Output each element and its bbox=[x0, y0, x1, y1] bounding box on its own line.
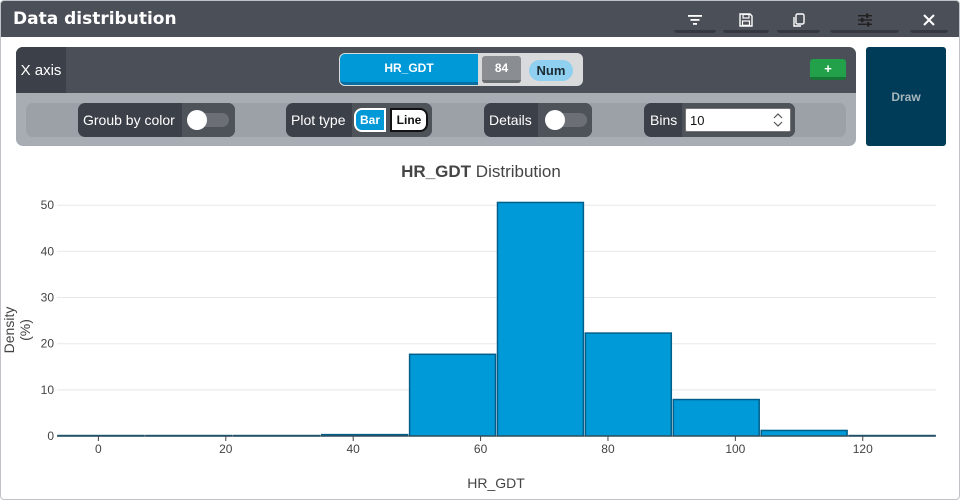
bins-label: Bins bbox=[650, 112, 678, 128]
filter-button[interactable] bbox=[674, 9, 716, 33]
y-tick-label: 30 bbox=[41, 291, 55, 305]
histogram-bar-5 bbox=[496, 201, 585, 437]
bins-spinner-icon[interactable] bbox=[770, 110, 786, 130]
x-tick-label: 100 bbox=[725, 442, 745, 456]
x-axis-row: X axis HR_GDT 84 Num + bbox=[16, 47, 856, 93]
save-button[interactable] bbox=[723, 9, 769, 33]
details-toggle[interactable] bbox=[545, 110, 587, 130]
variable-name[interactable]: HR_GDT bbox=[340, 54, 478, 85]
settings-button[interactable] bbox=[830, 9, 899, 33]
close-icon bbox=[923, 13, 935, 26]
x-tick-label: 80 bbox=[601, 442, 615, 456]
options-row: Groub by color Plot type Bar Line Detail… bbox=[26, 103, 846, 137]
filter-icon bbox=[688, 14, 702, 25]
histogram-chart: HR_GDT Distribution 0 10 20 30 40 50 0 20 40 60 80… bbox=[1, 151, 959, 499]
add-variable-button[interactable]: + bbox=[810, 59, 846, 80]
x-tick-label: 0 bbox=[95, 442, 102, 456]
histogram-bar-6 bbox=[584, 332, 673, 437]
bins-input[interactable] bbox=[685, 108, 791, 132]
chart-title-suffix: Distribution bbox=[471, 162, 561, 181]
x-tick-label: 40 bbox=[347, 442, 361, 456]
variable-type-badge: Num bbox=[529, 60, 573, 81]
bins-option: Bins bbox=[644, 103, 795, 137]
draw-button[interactable]: Draw bbox=[866, 47, 946, 146]
toggle-knob bbox=[545, 110, 565, 130]
plot-type-option: Plot type Bar Line bbox=[286, 103, 432, 137]
y-tick-label: 10 bbox=[41, 383, 55, 397]
window-title: Data distribution bbox=[13, 9, 177, 29]
x-tick-label: 120 bbox=[853, 442, 873, 456]
chart-title-variable: HR_GDT bbox=[401, 162, 472, 181]
title-bar: Data distribution bbox=[1, 1, 959, 37]
histogram-plot: 0 10 20 30 40 50 0 20 40 60 80 100 120 bbox=[41, 198, 936, 456]
histogram-bar-7 bbox=[672, 398, 760, 437]
copy-icon bbox=[792, 12, 805, 27]
plot-type-line-button[interactable]: Line bbox=[390, 108, 428, 132]
x-tick-label: 20 bbox=[219, 442, 233, 456]
x-tick-label: 60 bbox=[474, 442, 488, 456]
save-icon bbox=[739, 12, 753, 27]
group-by-color-toggle[interactable] bbox=[187, 110, 229, 130]
y-tick-label: 50 bbox=[41, 198, 55, 212]
y-tick-label: 20 bbox=[41, 337, 55, 351]
plot-type-label: Plot type bbox=[291, 112, 346, 128]
y-axis-label: Density (%) bbox=[1, 306, 33, 354]
variable-count-badge: 84 bbox=[482, 56, 521, 83]
sliders-icon bbox=[857, 13, 872, 26]
copy-button[interactable] bbox=[777, 9, 820, 33]
config-panel: X axis HR_GDT 84 Num + Groub by color Pl… bbox=[16, 47, 856, 146]
histogram-bar-4 bbox=[408, 353, 497, 437]
y-tick-label: 0 bbox=[47, 429, 54, 443]
histogram-bar-8 bbox=[760, 429, 848, 437]
x-axis-label: X axis bbox=[16, 47, 66, 93]
group-by-color-option: Groub by color bbox=[78, 103, 235, 137]
x-axis-title: HR_GDT bbox=[467, 475, 525, 491]
close-button[interactable] bbox=[910, 9, 948, 33]
y-tick-label: 40 bbox=[41, 244, 55, 258]
details-option: Details bbox=[484, 103, 592, 137]
chart-title: HR_GDT Distribution bbox=[1, 162, 959, 182]
group-by-color-label: Groub by color bbox=[83, 112, 175, 128]
toggle-knob bbox=[187, 110, 207, 130]
plot-type-bar-button[interactable]: Bar bbox=[354, 108, 386, 132]
details-label: Details bbox=[489, 112, 532, 128]
x-variable-chip[interactable]: HR_GDT 84 Num bbox=[339, 53, 583, 86]
